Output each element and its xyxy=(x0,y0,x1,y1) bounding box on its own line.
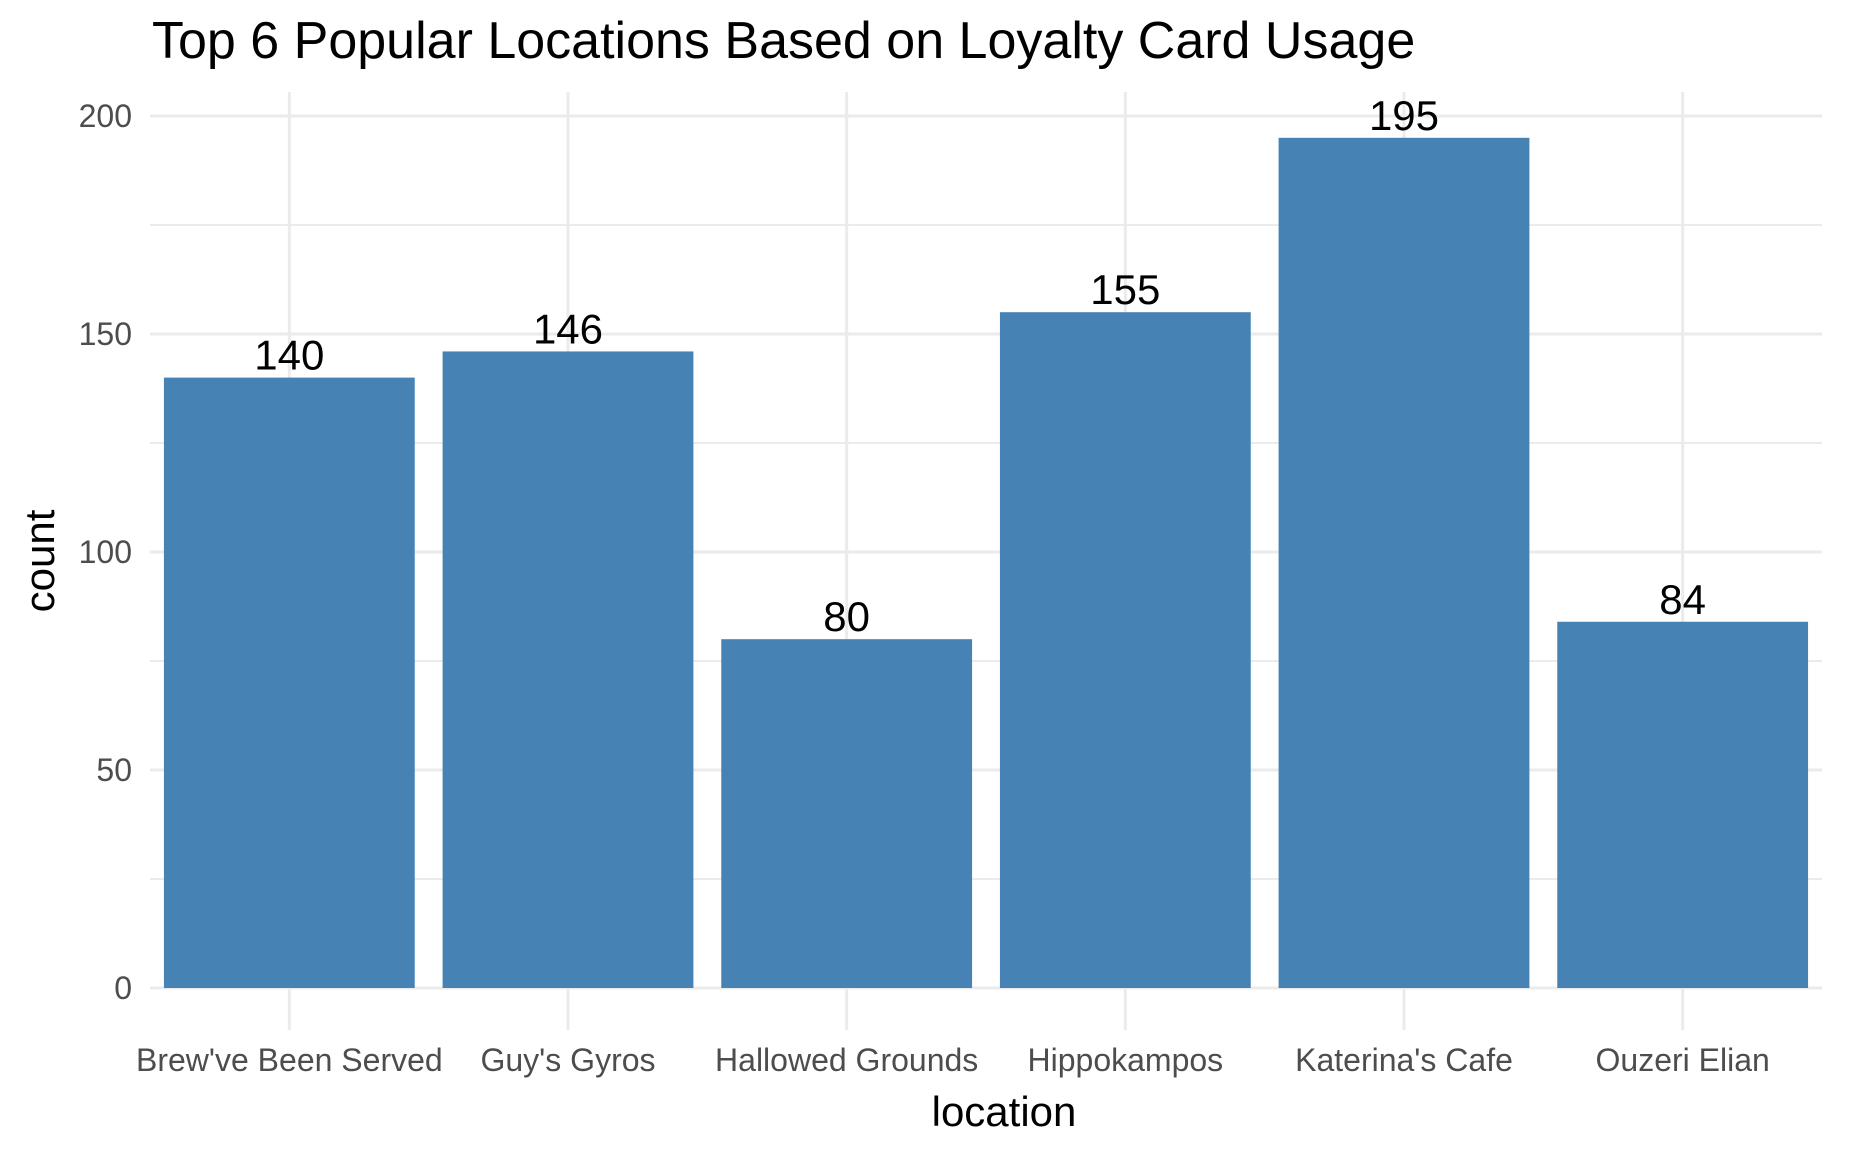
bar-layer xyxy=(163,137,1809,989)
data-label-layer: 140 146 80 155 195 84 xyxy=(254,92,1706,640)
y-tick-label: 150 xyxy=(79,316,132,352)
x-tick-label: Guy's Gyros xyxy=(480,1042,655,1078)
chart-title: Top 6 Popular Locations Based on Loyalty… xyxy=(152,12,1415,70)
bar xyxy=(442,351,694,988)
x-tick-label: Brew've Been Served xyxy=(136,1042,443,1078)
x-axis-title: location xyxy=(932,1088,1077,1135)
x-tick-label: Hippokampos xyxy=(1028,1042,1224,1078)
y-tick-label: 0 xyxy=(114,970,132,1006)
y-tick-label: 50 xyxy=(96,752,132,788)
y-tick-label: 200 xyxy=(79,98,132,134)
bar-value-label: 155 xyxy=(1090,266,1160,313)
bar xyxy=(1278,137,1530,989)
bar xyxy=(721,639,973,988)
bar xyxy=(1557,621,1809,988)
bar-value-label: 140 xyxy=(254,332,324,379)
tick-layer: 0 50 100 150 200 Brew've Been Served Guy's Gyr… xyxy=(79,98,1770,1078)
bar xyxy=(163,377,415,989)
bar-value-label: 146 xyxy=(533,305,603,352)
bar-value-label: 80 xyxy=(823,593,870,640)
y-axis-title: count xyxy=(16,509,63,612)
bar-value-label: 84 xyxy=(1659,576,1706,623)
bar-value-label: 195 xyxy=(1369,92,1439,139)
bar xyxy=(999,312,1251,988)
x-tick-label: Ouzeri Elian xyxy=(1596,1042,1770,1078)
x-tick-label: Hallowed Grounds xyxy=(715,1042,978,1078)
y-tick-label: 100 xyxy=(79,534,132,570)
x-tick-label: Katerina's Cafe xyxy=(1295,1042,1513,1078)
